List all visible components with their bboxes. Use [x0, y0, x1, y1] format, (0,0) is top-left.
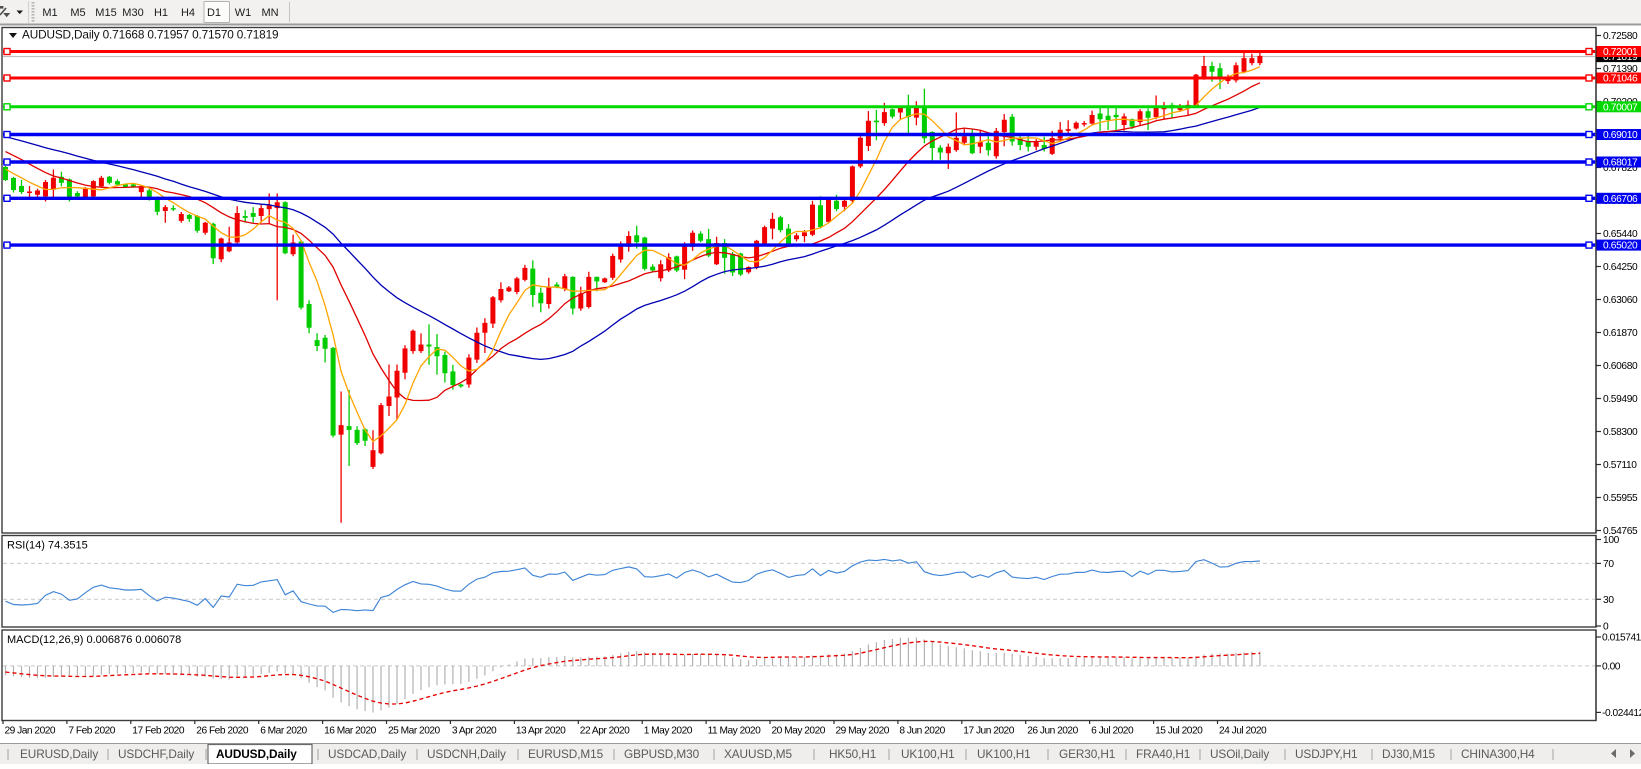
- svg-text:W1: W1: [235, 7, 252, 19]
- svg-text:17 Jun 2020: 17 Jun 2020: [963, 726, 1014, 737]
- svg-text:22 Apr 2020: 22 Apr 2020: [580, 726, 630, 737]
- svg-text:70: 70: [1603, 559, 1614, 570]
- svg-text:29 Jan 2020: 29 Jan 2020: [5, 726, 56, 737]
- svg-text:0: 0: [1603, 622, 1609, 633]
- svg-text:USDJPY,H1: USDJPY,H1: [1295, 747, 1357, 761]
- svg-text:FRA40,H1: FRA40,H1: [1136, 747, 1190, 761]
- svg-text:0.61870: 0.61870: [1603, 328, 1638, 339]
- svg-text:M30: M30: [122, 7, 143, 19]
- svg-text:100: 100: [1603, 535, 1620, 546]
- svg-text:0.57110: 0.57110: [1603, 460, 1637, 471]
- svg-text:RSI(14) 74.3515: RSI(14) 74.3515: [7, 540, 88, 552]
- svg-text:GER30,H1: GER30,H1: [1059, 747, 1115, 761]
- svg-text:0.64250: 0.64250: [1603, 262, 1638, 273]
- svg-text:0.65440: 0.65440: [1603, 229, 1638, 240]
- svg-text:0.00: 0.00: [1602, 662, 1621, 673]
- svg-text:30: 30: [1603, 595, 1614, 606]
- svg-text:H4: H4: [181, 7, 195, 19]
- svg-text:20 May 2020: 20 May 2020: [772, 726, 826, 737]
- svg-text:MN: MN: [261, 7, 278, 19]
- svg-text:HK50,H1: HK50,H1: [829, 747, 876, 761]
- svg-text:GBPUSD,M30: GBPUSD,M30: [624, 747, 700, 761]
- svg-text:0.65020: 0.65020: [1603, 241, 1638, 252]
- svg-text:EURUSD,Daily: EURUSD,Daily: [20, 747, 98, 761]
- svg-text:0.69010: 0.69010: [1603, 130, 1638, 141]
- svg-text:USOil,Daily: USOil,Daily: [1210, 747, 1269, 761]
- svg-text:0.58300: 0.58300: [1603, 427, 1638, 438]
- svg-text:25 Mar 2020: 25 Mar 2020: [388, 726, 441, 737]
- svg-text:13 Apr 2020: 13 Apr 2020: [516, 726, 566, 737]
- svg-text:0.72580: 0.72580: [1603, 31, 1638, 42]
- svg-text:3 Apr 2020: 3 Apr 2020: [452, 726, 497, 737]
- svg-text:XAUUSD,M5: XAUUSD,M5: [724, 747, 792, 761]
- svg-text:CHINA300,H4: CHINA300,H4: [1461, 747, 1535, 761]
- svg-text:0.72001: 0.72001: [1603, 47, 1638, 58]
- svg-text:0.60680: 0.60680: [1603, 361, 1638, 372]
- svg-text:M5: M5: [70, 7, 85, 19]
- svg-text:0.015741: 0.015741: [1602, 633, 1641, 644]
- svg-text:EURUSD,M15: EURUSD,M15: [528, 747, 604, 761]
- svg-text:6 Jul 2020: 6 Jul 2020: [1091, 726, 1134, 737]
- svg-text:6 Mar 2020: 6 Mar 2020: [260, 726, 307, 737]
- svg-text:26 Jun 2020: 26 Jun 2020: [1027, 726, 1078, 737]
- svg-text:17 Feb 2020: 17 Feb 2020: [132, 726, 185, 737]
- svg-text:16 Mar 2020: 16 Mar 2020: [324, 726, 377, 737]
- svg-text:AUDUSD,Daily: AUDUSD,Daily: [216, 747, 297, 761]
- svg-text:0.68017: 0.68017: [1603, 158, 1638, 169]
- svg-text:1 May 2020: 1 May 2020: [644, 726, 693, 737]
- svg-text:24 Jul 2020: 24 Jul 2020: [1219, 726, 1267, 737]
- svg-text:0.66706: 0.66706: [1603, 194, 1638, 205]
- svg-text:8 Jun 2020: 8 Jun 2020: [899, 726, 945, 737]
- svg-text:M1: M1: [42, 7, 57, 19]
- svg-text:UK100,H1: UK100,H1: [977, 747, 1031, 761]
- svg-text:11 May 2020: 11 May 2020: [708, 726, 761, 737]
- svg-text:H1: H1: [154, 7, 168, 19]
- svg-text:M15: M15: [95, 7, 116, 19]
- svg-text:USDCAD,Daily: USDCAD,Daily: [328, 747, 406, 761]
- svg-text:MACD(12,26,9) 0.006876 0.00607: MACD(12,26,9) 0.006876 0.006078: [7, 634, 181, 646]
- svg-text:0.55955: 0.55955: [1603, 493, 1638, 504]
- svg-text:USDCNH,Daily: USDCNH,Daily: [427, 747, 506, 761]
- svg-text:7 Feb 2020: 7 Feb 2020: [68, 726, 115, 737]
- svg-text:0.63060: 0.63060: [1603, 295, 1638, 306]
- svg-text:15 Jul 2020: 15 Jul 2020: [1155, 726, 1203, 737]
- svg-text:-0.024412: -0.024412: [1602, 708, 1641, 719]
- svg-text:USDCHF,Daily: USDCHF,Daily: [118, 747, 194, 761]
- svg-text:AUDUSD,Daily 0.71668 0.71957: AUDUSD,Daily 0.71668 0.71957 0.71570 0.7…: [22, 28, 278, 42]
- svg-text:D1: D1: [207, 7, 221, 19]
- svg-text:0.70007: 0.70007: [1603, 102, 1638, 113]
- svg-text:29 May 2020: 29 May 2020: [836, 726, 890, 737]
- svg-text:DJ30,M15: DJ30,M15: [1382, 747, 1436, 761]
- svg-text:UK100,H1: UK100,H1: [901, 747, 955, 761]
- svg-text:26 Feb 2020: 26 Feb 2020: [196, 726, 249, 737]
- svg-text:0.71046: 0.71046: [1603, 74, 1638, 85]
- svg-text:0.59490: 0.59490: [1603, 394, 1638, 405]
